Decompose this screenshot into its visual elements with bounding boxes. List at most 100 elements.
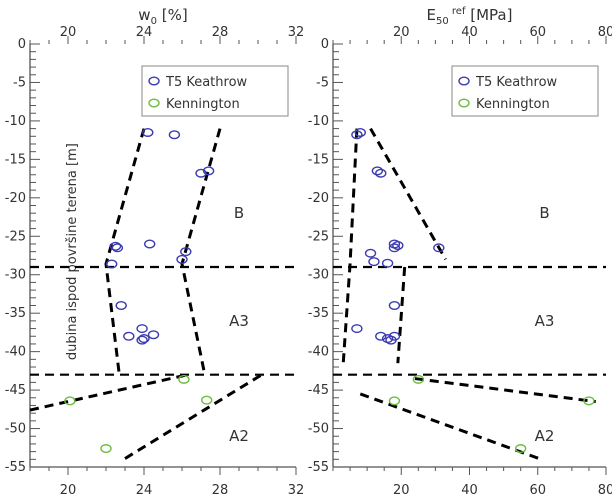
trend-line xyxy=(414,377,596,404)
legend-label: Kennington xyxy=(166,97,240,112)
data-point-t5-keathrow xyxy=(105,259,118,269)
data-point-t5-keathrow xyxy=(388,300,401,310)
data-point-t5-keathrow xyxy=(142,127,154,137)
legend-marker xyxy=(458,98,470,108)
y-tick-label: -30 xyxy=(5,268,26,283)
legend-box xyxy=(141,65,289,117)
legend-label: T5 Keathrow xyxy=(165,75,248,90)
y-tick-label: -55 xyxy=(308,460,329,475)
data-point-t5-keathrow xyxy=(388,243,401,253)
data-point-t5-keathrow xyxy=(115,300,127,310)
data-point-kennington xyxy=(583,396,595,406)
y-tick-label: -55 xyxy=(5,460,26,475)
zone-label: A2 xyxy=(229,427,249,445)
zone-label: B xyxy=(234,204,244,222)
data-point-t5-keathrow xyxy=(375,168,387,178)
y-tick-label: -15 xyxy=(308,152,329,167)
legend: T5 Keathrow Kennington xyxy=(141,65,289,117)
y-tick-label: -50 xyxy=(308,422,329,437)
panel-title: w0 [%] xyxy=(138,6,187,27)
x-tick-label-top: 60 xyxy=(529,25,546,40)
y-tick-label: -50 xyxy=(5,422,26,437)
y-tick-label: 0 xyxy=(321,37,329,52)
legend-marker xyxy=(148,98,160,108)
legend-marker xyxy=(458,76,470,86)
data-point-t5-keathrow xyxy=(143,239,156,249)
data-point-kennington xyxy=(412,374,425,384)
y-tick-label: -30 xyxy=(308,268,329,283)
data-point-t5-keathrow xyxy=(109,241,122,251)
data-point-t5-keathrow xyxy=(202,166,215,176)
data-point-t5-keathrow xyxy=(123,331,135,341)
data-point-t5-keathrow xyxy=(351,324,363,334)
zone-label: A2 xyxy=(535,427,555,445)
data-point-t5-keathrow xyxy=(176,254,188,264)
x-tick-label-top: 40 xyxy=(461,25,478,40)
panel-water-content: 20 20 24 24 28 28 32 32 0 -5 -10 -15 -20 -25 -30 -35 -40… xyxy=(5,6,305,498)
legend-marker xyxy=(148,76,160,86)
y-tick-label: -45 xyxy=(308,383,329,398)
legend-box xyxy=(451,65,599,117)
y-tick-label: -35 xyxy=(5,306,26,321)
x-tick-label-top: 20 xyxy=(60,25,77,40)
data-point-t5-keathrow xyxy=(180,247,192,257)
data-point-kennington xyxy=(388,396,401,406)
y-tick-label: -25 xyxy=(308,229,329,244)
data-point-t5-keathrow xyxy=(136,324,148,334)
y-tick-label: -15 xyxy=(5,152,26,167)
x-tick-label-bottom: 32 xyxy=(288,483,305,498)
y-tick-label: -5 xyxy=(13,75,26,90)
y-tick-label: -10 xyxy=(5,114,26,129)
trend-line xyxy=(29,373,189,412)
trend-line xyxy=(341,128,359,364)
legend-label: T5 Keathrow xyxy=(475,75,558,90)
x-tick-label-bottom: 80 xyxy=(598,483,612,498)
data-point-t5-keathrow xyxy=(433,243,445,253)
x-tick-label-top: 24 xyxy=(136,25,153,40)
y-tick-label: -35 xyxy=(308,306,329,321)
data-point-t5-keathrow xyxy=(375,331,387,341)
data-point-t5-keathrow xyxy=(368,257,380,267)
y-tick-label: -40 xyxy=(308,345,329,360)
data-point-t5-keathrow xyxy=(136,335,148,345)
data-point-t5-keathrow xyxy=(392,241,404,251)
data-point-t5-keathrow xyxy=(138,334,150,344)
y-axis-label: dubina ispod površine terena [m] xyxy=(65,143,80,360)
x-tick-label-top: 32 xyxy=(288,25,305,40)
zone-label: A3 xyxy=(535,312,555,330)
x-tick-label-bottom: 40 xyxy=(461,483,478,498)
y-tick-label: -40 xyxy=(5,345,26,360)
y-tick-label: -5 xyxy=(316,75,329,90)
data-point-t5-keathrow xyxy=(351,130,363,140)
data-point-t5-keathrow xyxy=(195,168,207,178)
data-point-t5-keathrow xyxy=(147,330,160,340)
x-tick-label-bottom: 28 xyxy=(212,483,229,498)
trend-line xyxy=(359,392,542,461)
trend-line xyxy=(124,373,263,460)
data-point-t5-keathrow xyxy=(168,130,181,140)
y-tick-label: -10 xyxy=(308,114,329,129)
data-point-kennington xyxy=(178,374,190,384)
y-tick-label: -20 xyxy=(308,191,329,206)
x-tick-label-bottom: 24 xyxy=(136,483,153,498)
data-point-kennington xyxy=(100,444,112,454)
zone-label: A3 xyxy=(229,312,249,330)
data-point-t5-keathrow xyxy=(354,127,366,137)
legend-label: Kennington xyxy=(476,97,550,112)
y-tick-label: 0 xyxy=(18,37,26,52)
data-point-kennington xyxy=(64,396,76,406)
y-tick-label: -25 xyxy=(5,229,26,244)
panel-title: E50 ref [MPa] xyxy=(427,6,513,27)
y-tick-label: -45 xyxy=(5,383,26,398)
zone-label: B xyxy=(539,204,549,222)
data-point-t5-keathrow xyxy=(381,258,394,268)
x-tick-label-bottom: 60 xyxy=(529,483,546,498)
data-point-kennington xyxy=(514,444,527,454)
panel-stiffness-modulus: 20 20 40 40 60 60 80 80 0 -5 -10 -15 -20 -25 -30 -35 -40… xyxy=(308,6,612,498)
x-tick-label-top: 80 xyxy=(598,25,612,40)
x-tick-label-bottom: 20 xyxy=(393,483,410,498)
data-point-kennington xyxy=(200,395,213,405)
data-point-t5-keathrow xyxy=(111,243,124,253)
data-point-t5-keathrow xyxy=(388,331,401,341)
